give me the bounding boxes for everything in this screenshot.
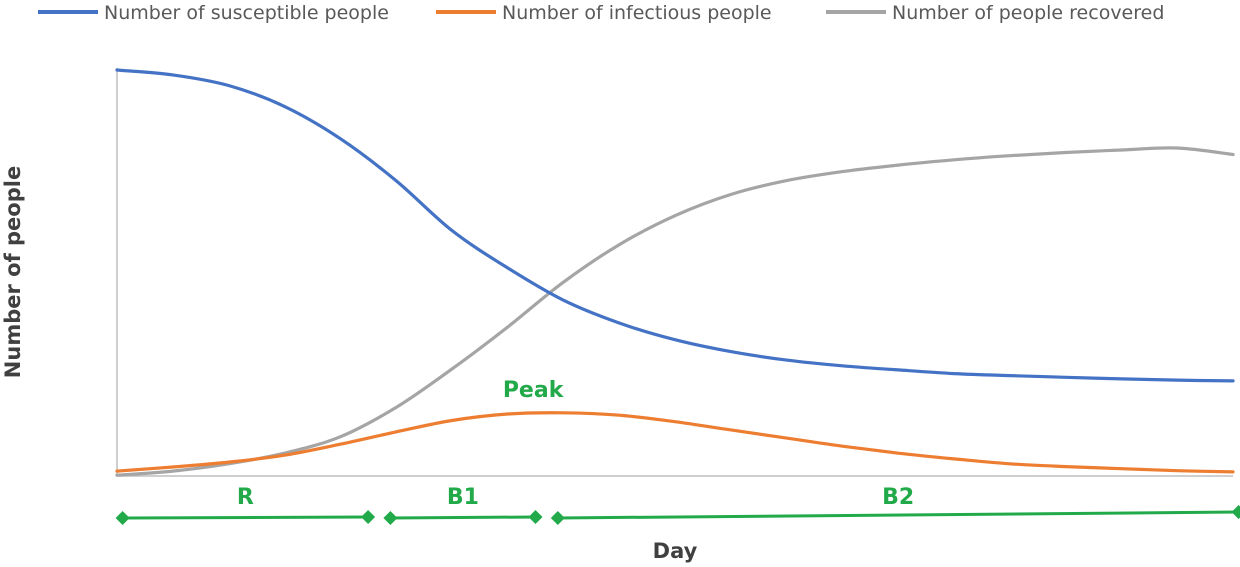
phase-marker-diamond bbox=[1231, 505, 1240, 519]
y-axis-title: Number of people bbox=[1, 166, 25, 378]
series-line-number-of-infectious-people bbox=[115, 411, 1235, 474]
annotation-layer: Peak R B1 B2 bbox=[115, 378, 1240, 525]
series-line-number-of-people-recovered bbox=[115, 146, 1235, 477]
peak-label: Peak bbox=[503, 378, 565, 403]
legend-item: Number of infectious people bbox=[436, 2, 772, 24]
legend-label: Number of susceptible people bbox=[104, 2, 389, 24]
phase-marker-diamond bbox=[361, 510, 376, 524]
phase-label: B2 bbox=[882, 485, 914, 510]
legend-item: Number of people recovered bbox=[826, 2, 1164, 24]
x-axis-title: Day bbox=[653, 539, 698, 563]
phase-line bbox=[390, 515, 536, 520]
phase-line bbox=[122, 515, 369, 520]
series-layer bbox=[115, 68, 1235, 477]
phase-line bbox=[557, 510, 1239, 520]
phase-segment-r: R bbox=[115, 485, 376, 525]
phase-label: B1 bbox=[447, 485, 479, 510]
legend: Number of susceptible people Number of in… bbox=[38, 2, 1164, 24]
phase-label: R bbox=[237, 485, 254, 510]
phase-marker-diamond bbox=[115, 511, 130, 525]
phase-marker-diamond bbox=[528, 510, 543, 524]
legend-label: Number of people recovered bbox=[892, 2, 1164, 24]
phase-segment-b1: B1 bbox=[383, 485, 543, 525]
phase-segment-b2: B2 bbox=[550, 485, 1240, 525]
phase-marker-diamond bbox=[550, 511, 565, 525]
series-line-number-of-susceptible-people bbox=[115, 68, 1235, 383]
legend-item: Number of susceptible people bbox=[38, 2, 389, 24]
phase-marker-diamond bbox=[383, 511, 398, 525]
legend-label: Number of infectious people bbox=[502, 2, 772, 24]
